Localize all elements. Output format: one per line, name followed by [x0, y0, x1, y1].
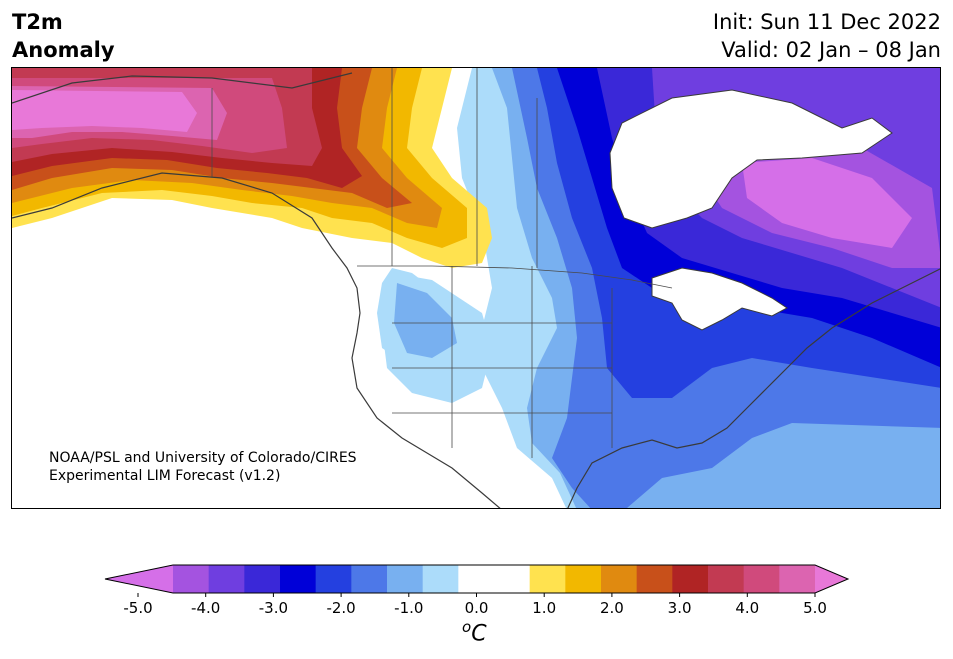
- colorbar-tick-label: -4.0: [191, 599, 220, 617]
- colorbar-segment: [244, 565, 281, 593]
- anomaly-contour-warm-9: [12, 90, 197, 132]
- title-line-1: T2m: [12, 10, 63, 34]
- coastlines: [12, 72, 940, 508]
- colorbar-segment: [779, 565, 816, 593]
- colorbar-segment: [529, 565, 566, 593]
- title-line-2: Anomaly: [12, 38, 115, 62]
- colorbar-tick-label: 4.0: [735, 599, 759, 617]
- colorbar-segment: [422, 565, 459, 593]
- anomaly-map: [12, 68, 940, 508]
- colorbar-segment: [173, 565, 210, 593]
- colorbar-segment: [494, 565, 531, 593]
- colorbar-segment: [458, 565, 495, 593]
- colorbar-tick-label: 1.0: [532, 599, 556, 617]
- colorbar-segment: [280, 565, 317, 593]
- colorbar-segment: [601, 565, 638, 593]
- colorbar-segment: [636, 565, 673, 593]
- map-title: T2m Anomaly: [12, 8, 115, 64]
- init-date-label: Init: Sun 11 Dec 2022: [712, 10, 941, 34]
- colorbar-segment: [387, 565, 424, 593]
- colorbar-tick-label: 2.0: [600, 599, 624, 617]
- colorbar-tick-label: -1.0: [394, 599, 423, 617]
- colorbar-segment: [743, 565, 780, 593]
- colorbar-unit: oC: [462, 618, 487, 646]
- borders: [211, 68, 673, 458]
- colorbar-arrow-high: [815, 565, 848, 593]
- colorbar-segment: [208, 565, 245, 593]
- unit-degree: o: [462, 618, 472, 636]
- colorbar-segment: [708, 565, 745, 593]
- attribution-line-1: NOAA/PSL and University of Colorado/CIRE…: [49, 450, 357, 466]
- colorbar-tick-label: 5.0: [803, 599, 827, 617]
- unit-letter: C: [471, 621, 487, 647]
- colorbar-outline: [104, 564, 850, 594]
- colorbar-segment: [351, 565, 388, 593]
- forecast-dates: Init: Sun 11 Dec 2022 Valid: 02 Jan – 08…: [713, 8, 941, 64]
- colorbar-tick-label: 3.0: [668, 599, 692, 617]
- colorbar-arrow-low: [105, 565, 173, 593]
- hudson-bay: [609, 89, 893, 229]
- attribution: NOAA/PSL and University of Colorado/CIRE…: [49, 449, 357, 485]
- colorbar-svg: -5.0 -4.0 -3.0 -2.0 -1.0 0.0 1.0 2.0 3.0 4.0 5.0: [104, 564, 850, 617]
- valid-date-label: Valid: 02 Jan – 08 Jan: [721, 38, 941, 62]
- colorbar-tick-label: -3.0: [259, 599, 288, 617]
- colorbar-segment: [672, 565, 709, 593]
- great-lakes: [651, 267, 788, 331]
- anomaly-contour-cold-2b: [394, 283, 457, 358]
- anomaly-contour-cold-9: [742, 158, 912, 248]
- colorbar: -5.0 -4.0 -3.0 -2.0 -1.0 0.0 1.0 2.0 3.0 4.0 5.0: [0, 560, 953, 659]
- attribution-line-2: Experimental LIM Forecast (v1.2): [49, 468, 281, 484]
- map-panel: [11, 67, 941, 509]
- colorbar-segment: [315, 565, 352, 593]
- colorbar-tick-label: -2.0: [326, 599, 355, 617]
- colorbar-segment: [565, 565, 602, 593]
- colorbar-tick-label: 0.0: [465, 599, 489, 617]
- colorbar-tick-label: -5.0: [123, 599, 152, 617]
